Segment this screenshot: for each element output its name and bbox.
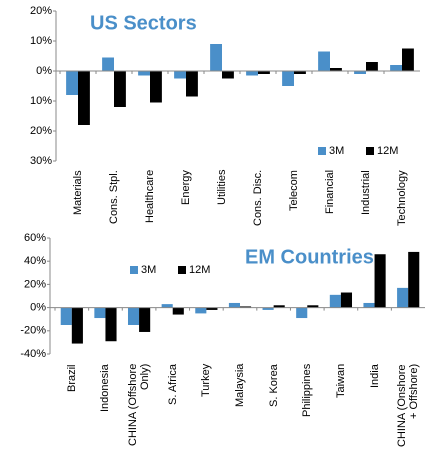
- bar: [363, 302, 375, 308]
- bar: [222, 71, 234, 79]
- bar: [78, 71, 90, 125]
- y-tick-label: 0%: [30, 302, 46, 314]
- bar: [114, 71, 126, 107]
- bar: [354, 71, 366, 74]
- bar: [94, 307, 106, 319]
- legend-label: 3M: [329, 145, 344, 157]
- legend-label: 3M: [141, 264, 156, 276]
- x-tick-label: Telecom: [288, 170, 300, 211]
- bar: [340, 292, 353, 308]
- bar: [258, 71, 270, 74]
- bar: [246, 71, 258, 76]
- x-tick-label: Indonesia: [99, 364, 112, 412]
- x-tick-label: Brazil: [65, 364, 78, 392]
- x-tick-label: Cons. Disc.: [252, 170, 264, 227]
- x-tick-label: Philippines: [301, 364, 314, 418]
- y-tick-label: -20%: [20, 325, 46, 337]
- x-tick-label: Utilities: [216, 170, 228, 206]
- bar: [161, 304, 173, 308]
- bar: [105, 307, 117, 342]
- x-tick-label: S. Africa: [166, 364, 179, 405]
- y-tick-label: 10%: [30, 95, 52, 107]
- bar: [195, 307, 207, 314]
- chart-title: US Sectors: [90, 12, 197, 34]
- y-tick-label: 0%: [36, 65, 52, 77]
- bar: [174, 71, 186, 79]
- bar: [210, 44, 222, 71]
- bar: [262, 307, 274, 310]
- y-tick-label: 20%: [24, 278, 46, 290]
- chart-title: EM Countries: [245, 246, 374, 268]
- legend-swatch: [178, 266, 186, 274]
- y-tick-label: 30%: [30, 155, 52, 167]
- legend-swatch: [318, 147, 326, 155]
- bar: [366, 62, 378, 71]
- bar: [60, 307, 72, 325]
- bar: [138, 71, 150, 76]
- y-tick-label: 10%: [30, 35, 52, 47]
- bar: [186, 71, 198, 97]
- legend-label: 12M: [189, 264, 210, 276]
- y-tick-label: 20%: [30, 5, 52, 17]
- y-tick-label: 40%: [24, 255, 46, 267]
- bar: [296, 307, 308, 319]
- x-tick-label: Cons. Stpl.: [108, 170, 120, 224]
- y-tick-label: -40%: [20, 348, 46, 360]
- bar: [282, 71, 294, 86]
- legend-label: 12M: [377, 145, 398, 157]
- bar: [102, 57, 114, 71]
- bar: [71, 307, 83, 344]
- bar: [330, 68, 342, 71]
- x-tick-label: Financial: [324, 170, 336, 215]
- x-tick-label: Industrial: [360, 170, 372, 215]
- legend-swatch: [130, 266, 138, 274]
- x-tick-label: Technology: [396, 170, 408, 226]
- legend-swatch: [366, 147, 374, 155]
- bar: [294, 71, 306, 74]
- bar: [374, 254, 386, 308]
- bar: [402, 48, 414, 71]
- x-tick-label: Energy: [180, 170, 192, 205]
- bar: [390, 65, 402, 71]
- bar: [240, 306, 252, 308]
- bar: [228, 302, 240, 308]
- x-tick-label: S. Korea: [267, 364, 280, 407]
- x-tick-label: Materials: [72, 170, 84, 215]
- bar: [172, 307, 184, 315]
- bar: [66, 71, 78, 95]
- y-tick-label: 20%: [30, 125, 52, 137]
- x-tick-label: CHINA (Onshore + Offshore): [396, 364, 421, 447]
- x-tick-label: Turkey: [200, 364, 213, 398]
- bar: [329, 294, 341, 308]
- x-tick-label: India: [368, 364, 381, 388]
- x-tick-label: Malaysia: [234, 364, 246, 408]
- x-tick-label: Taiwan: [334, 364, 347, 399]
- y-tick-label: 60%: [24, 232, 46, 244]
- bar: [273, 305, 285, 308]
- bar: [127, 307, 140, 325]
- bar: [150, 71, 162, 103]
- bar: [206, 307, 218, 310]
- bar: [139, 307, 151, 332]
- bar: [408, 251, 420, 308]
- x-tick-label: Healthcare: [144, 170, 156, 224]
- bar: [307, 305, 319, 308]
- bar: [397, 287, 409, 308]
- bar: [318, 51, 330, 71]
- x-tick-label: CHINA (Offshore Only): [127, 364, 152, 447]
